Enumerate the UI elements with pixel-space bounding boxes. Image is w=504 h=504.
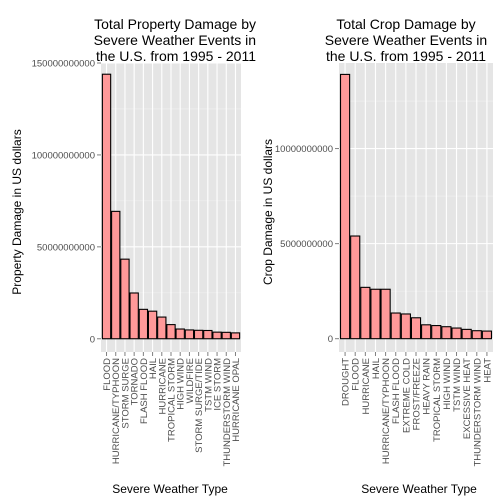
bar (193, 329, 204, 340)
y-axis-title: Crop Damage in US dollars (261, 139, 275, 285)
bar (129, 292, 139, 340)
bar (101, 73, 112, 340)
x-tick-label: HURRICANE (157, 358, 168, 414)
y-tick-label: 0 (328, 334, 333, 345)
property-damage-chart: Total Property Damage by Severe Weather … (10, 16, 256, 496)
bar (390, 312, 401, 340)
x-tick-label: STORM SURGE/TIDE (194, 358, 205, 453)
bar (230, 332, 241, 340)
bar (339, 73, 351, 340)
y-tick-label: 5000000000 (280, 239, 333, 250)
x-tick-label: HEAT (482, 358, 493, 383)
x-tick-label: STORM SURGE (120, 358, 131, 429)
bar (350, 235, 361, 340)
bar (147, 310, 158, 340)
bar (166, 324, 176, 340)
x-tick-label: HURRICANE/TYPHOON (381, 358, 392, 464)
x-tick-label: HEAVY RAIN (422, 358, 433, 415)
chart-title-line-1: Total Crop Damage by (336, 16, 475, 32)
x-axis-title: Severe Weather Type (361, 482, 477, 496)
y-tick-label: 150000000000 (32, 59, 95, 70)
x-tick-label: TSTM WIND (203, 358, 214, 412)
x-tick-label: FLASH FLOOD (391, 358, 402, 424)
x-tick-label: FLASH FLOOD (139, 358, 150, 424)
x-tick-label: FLOOD (351, 358, 362, 391)
bar (410, 317, 422, 340)
x-tick-label: WILDFIRE (185, 358, 196, 403)
x-tick-label: HURRICANE (361, 358, 372, 414)
x-tick-label: DROUGHT (341, 358, 352, 406)
bar (431, 325, 442, 340)
bar (138, 308, 149, 340)
chart-title-line-3: the U.S. from 1995 - 2011 (326, 48, 486, 64)
x-tick-label: THUNDERSTORM WIND (222, 358, 233, 467)
x-tick-label: HAIL (371, 358, 382, 379)
y-axis-ticks: 0 5000000000 10000000000 (275, 144, 339, 345)
y-axis-ticks: 0 50000000000 100000000000 150000000000 (32, 59, 101, 345)
x-tick-label: TORNADO (130, 358, 141, 405)
x-axis-title: Severe Weather Type (112, 482, 228, 496)
bar (471, 330, 482, 340)
y-tick-label: 100000000000 (32, 150, 95, 161)
bar (111, 210, 121, 340)
bar (221, 331, 231, 340)
bar (421, 324, 432, 340)
bar (461, 328, 472, 340)
bar (360, 286, 371, 340)
y-tick-label: 10000000000 (275, 144, 333, 155)
x-tick-label: TSTM WIND (452, 358, 463, 412)
x-tick-label: EXCESSIVE HEAT (462, 358, 473, 439)
bars (101, 73, 241, 340)
bars (339, 73, 493, 340)
x-tick-label: FLOOD (102, 358, 113, 391)
bar (212, 331, 222, 340)
y-tick-label: 50000000000 (37, 242, 95, 253)
bar (481, 330, 493, 340)
x-tick-label: HIGH WIND (176, 358, 187, 410)
x-tick-label: ICE STORM (213, 358, 224, 411)
bar (184, 329, 195, 340)
x-tick-label: TROPICAL STORM (432, 358, 443, 442)
chart-title-line-3: the U.S. from 1995 - 2011 (96, 48, 256, 64)
bar (380, 288, 391, 340)
x-tick-label: HIGH WIND (442, 358, 453, 410)
x-tick-label: FROST/FREEZE (412, 358, 423, 430)
bar (451, 327, 462, 340)
x-tick-label: HURRICANE/TYPHOON (111, 358, 122, 464)
x-tick-label: TROPICAL STORM (167, 358, 178, 442)
x-tick-label: HAIL (148, 358, 159, 379)
x-tick-label: EXTREME COLD (401, 358, 412, 433)
x-tick-label: THUNDERSTORM WIND (472, 358, 483, 467)
bar (203, 329, 213, 340)
chart-title-line-2: Severe Weather Events in (94, 32, 256, 48)
bar (400, 313, 411, 340)
y-axis-title: Property Damage in US dollars (10, 129, 24, 294)
y-tick-label: 0 (90, 334, 95, 345)
bar (370, 288, 381, 340)
bar (441, 326, 452, 340)
chart-title-line-1: Total Property Damage by (94, 16, 256, 32)
x-tick-label: HURRICANE OPAL (231, 358, 242, 442)
crop-damage-chart: Total Crop Damage by Severe Weather Even… (261, 16, 493, 496)
bar (157, 316, 167, 340)
x-axis-categories: DROUGHT FLOOD HURRICANE HAIL HURRICANE/TYPHO… (341, 352, 493, 467)
chart-title-line-2: Severe Weather Events in (325, 32, 487, 48)
bar (175, 328, 185, 340)
bar (120, 258, 130, 340)
